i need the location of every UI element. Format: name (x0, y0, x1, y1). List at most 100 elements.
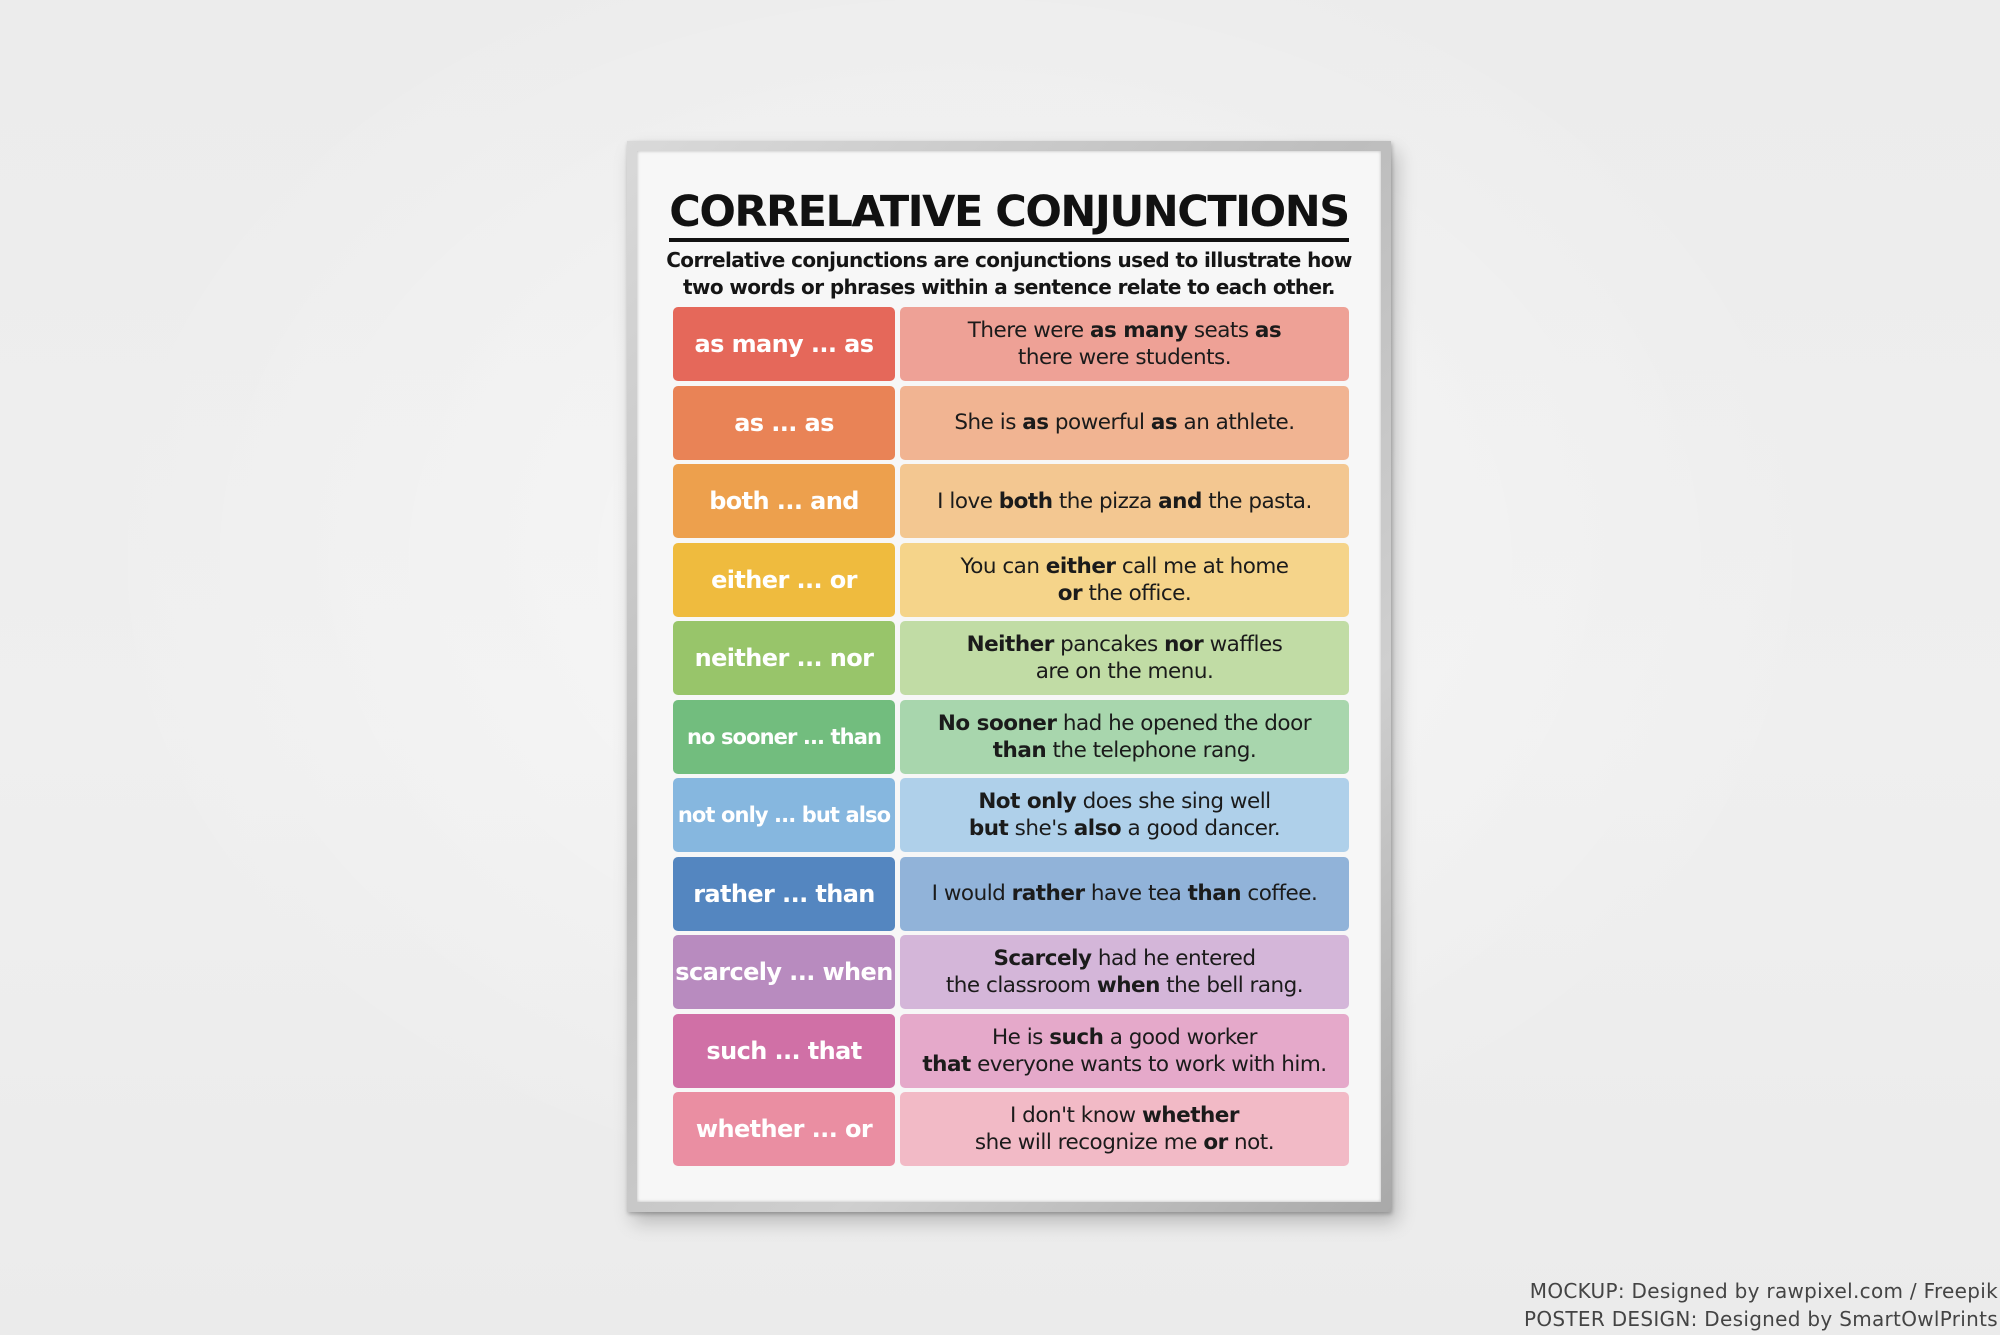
conjunction-term: both ... and (673, 464, 895, 538)
poster-title: CORRELATIVE CONJUNCTIONS (637, 187, 1381, 242)
example-text: a good dancer. (1121, 816, 1281, 841)
example-sentence: I don't know whether she will recognize m… (900, 1092, 1349, 1166)
example-sentence: You can either call me at home or the off… (900, 542, 1349, 617)
conjunction-term: not only ... but also (673, 778, 895, 852)
example-text: everyone wants to work with him. (970, 1051, 1327, 1077)
conjunction-keyword: such (1049, 1024, 1104, 1050)
example-text: pancakes (1053, 632, 1165, 657)
conjunction-term: such ... that (673, 1013, 895, 1088)
example-text: had he opened the door (1056, 710, 1312, 736)
conjunction-keyword: rather (1011, 881, 1085, 906)
conjunction-keyword: and (1158, 488, 1202, 514)
example-text: there were students. (1017, 345, 1232, 370)
conjunction-keyword: as (1254, 318, 1282, 343)
example-line: Neither pancakes nor waffles (967, 631, 1283, 658)
example-text: There were (967, 318, 1090, 343)
example-text: does she sing well (1076, 789, 1272, 814)
example-text: seats (1187, 318, 1255, 343)
example-text: a good worker (1103, 1024, 1258, 1050)
example-text: she's (1008, 816, 1074, 841)
example-sentence: I would rather have tea than coffee. (900, 856, 1349, 931)
conjunction-table: as many ... as There were as many seats a… (673, 307, 1349, 1171)
example-text: the pizza (1052, 488, 1159, 514)
poster-subtitle: Correlative conjunctions are conjunction… (666, 248, 1352, 299)
conjunction-keyword: as many (1089, 318, 1188, 343)
conjunction-keyword: but (968, 816, 1009, 841)
example-line: Not only does she sing well (969, 788, 1280, 815)
conjunction-keyword: than (1187, 881, 1242, 906)
example-line: I love both the pizza and the pasta. (937, 488, 1312, 515)
example-text: the classroom (945, 973, 1097, 998)
conjunction-row: as ... as She is as powerful as an athlet… (673, 385, 1349, 460)
conjunction-row: as many ... as There were as many seats a… (673, 307, 1349, 381)
example-text: You can (960, 553, 1046, 579)
example-line: I would rather have tea than coffee. (932, 880, 1318, 907)
example-line: You can either call me at home (960, 553, 1289, 580)
poster: CORRELATIVE CONJUNCTIONS Correlative con… (637, 151, 1381, 1202)
example-line: Scarcely had he entered (946, 945, 1303, 972)
example-text: not. (1227, 1130, 1275, 1155)
example-line: there were students. (968, 344, 1281, 371)
example-sentence: No sooner had he opened the door than the… (900, 699, 1349, 774)
conjunction-keyword: Scarcely (993, 946, 1092, 971)
conjunction-keyword: also (1073, 816, 1122, 841)
conjunction-row: no sooner ... than No sooner had he opene… (673, 699, 1349, 774)
example-text: I don't know (1010, 1103, 1142, 1128)
conjunction-keyword: either (1045, 553, 1116, 579)
example-line: She is as powerful as an athlete. (954, 409, 1296, 436)
example-text: an athlete. (1177, 410, 1296, 435)
example-text: are on the menu. (1035, 659, 1214, 684)
design-credit: POSTER DESIGN: Designed by SmartOwlPrint… (1524, 1307, 1998, 1331)
conjunction-keyword: Not only (978, 789, 1077, 814)
conjunction-row: both ... and I love both the pizza and th… (673, 464, 1349, 538)
conjunction-keyword: as (1150, 410, 1178, 435)
conjunction-row: not only ... but also Not only does she s… (673, 778, 1349, 852)
example-text: I would (931, 881, 1012, 906)
credits: MOCKUP: Designed by rawpixel.com / Freep… (1524, 1277, 1998, 1333)
example-sentence: Not only does she sing well but she's als… (900, 778, 1349, 852)
example-text: waffles (1203, 632, 1283, 657)
example-text: She is (954, 410, 1023, 435)
conjunction-keyword: that (922, 1051, 971, 1077)
example-line: but she's also a good dancer. (968, 815, 1281, 842)
example-sentence: Neither pancakes nor waffles are on the m… (900, 621, 1349, 695)
example-text: the telephone rang. (1046, 737, 1257, 763)
example-text: coffee. (1241, 881, 1318, 906)
example-line: or the office. (960, 580, 1288, 607)
conjunction-keyword: Neither (966, 632, 1055, 657)
conjunction-row: such ... that He is such a good worker tha… (673, 1013, 1349, 1088)
conjunction-term: as ... as (673, 385, 895, 460)
conjunction-keyword: than (992, 737, 1047, 763)
conjunction-term: no sooner ... than (673, 699, 895, 774)
conjunction-term: rather ... than (673, 856, 895, 931)
example-line: the classroom when the bell rang. (945, 972, 1304, 999)
example-sentence: She is as powerful as an athlete. (900, 385, 1349, 460)
example-sentence: I love both the pizza and the pasta. (900, 464, 1349, 538)
poster-frame: CORRELATIVE CONJUNCTIONS Correlative con… (627, 141, 1391, 1212)
example-line: There were as many seats as (967, 317, 1282, 344)
example-line: than the telephone rang. (938, 737, 1311, 764)
conjunction-row: whether ... or I don't know whether she wi… (673, 1092, 1349, 1166)
conjunction-term: either ... or (673, 542, 895, 617)
example-text: have tea (1084, 881, 1188, 906)
conjunction-term: neither ... nor (673, 621, 895, 695)
conjunction-keyword: nor (1164, 632, 1204, 657)
example-text: I love (937, 488, 999, 514)
conjunction-row: neither ... nor Neither pancakes nor waff… (673, 621, 1349, 695)
example-text: she will recognize me (974, 1130, 1204, 1155)
example-line: No sooner had he opened the door (938, 710, 1312, 737)
example-text: He is (991, 1024, 1050, 1050)
example-text: the bell rang. (1159, 973, 1304, 998)
conjunction-keyword: both (998, 488, 1053, 514)
example-sentence: There were as many seats as there were st… (900, 307, 1349, 381)
conjunction-term: as many ... as (673, 307, 895, 381)
example-text: the office. (1082, 580, 1192, 606)
example-text: had he entered (1091, 946, 1256, 971)
conjunction-keyword: whether (1141, 1103, 1240, 1128)
example-line: that everyone wants to work with him. (922, 1051, 1327, 1078)
conjunction-term: scarcely ... when (673, 935, 895, 1009)
example-text: powerful (1048, 410, 1151, 435)
example-line: are on the menu. (967, 658, 1283, 685)
conjunction-keyword: or (1057, 580, 1083, 606)
example-line: she will recognize me or not. (974, 1129, 1275, 1156)
